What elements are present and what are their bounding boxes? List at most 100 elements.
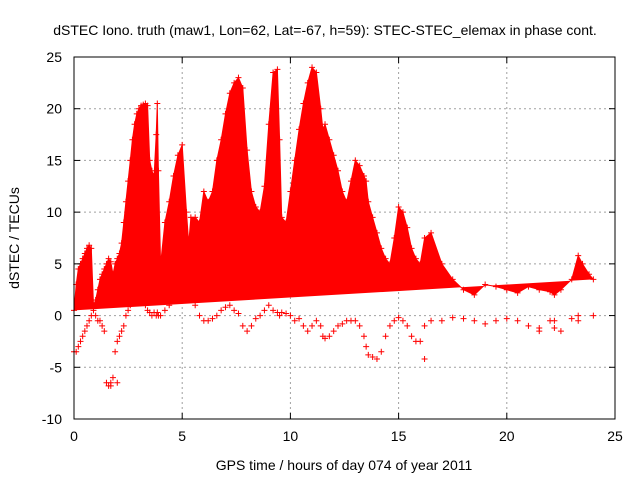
data-point-min [244, 328, 251, 335]
data-point-max [257, 209, 264, 216]
data-point-min [166, 302, 173, 309]
data-point-min [421, 322, 428, 329]
data-point-max [183, 209, 190, 216]
data-point-max [330, 152, 337, 159]
data-point-max [428, 229, 435, 236]
data-point-max [391, 235, 398, 241]
plot-frame [73, 56, 616, 420]
data-point-min [278, 309, 285, 316]
data-point-max [322, 121, 329, 128]
data-point-min [283, 310, 290, 317]
data-point-max [103, 260, 110, 267]
data-point-max [347, 178, 354, 185]
data-point-max [278, 214, 285, 221]
data-point-min [300, 322, 307, 329]
data-point-max [105, 255, 112, 262]
data-point-max [438, 260, 445, 267]
ticks: 0 5 10 15 20 25 -10 -5 0 5 10 15 20 25 [42, 49, 623, 444]
data-point-min [196, 312, 203, 319]
data-point-max [79, 255, 86, 262]
y-tick-label: 25 [46, 49, 62, 65]
data-point-max [248, 188, 255, 195]
data-point-max [90, 302, 97, 309]
data-point-max [109, 271, 116, 278]
data-point-max [133, 110, 140, 117]
data-point-max [378, 245, 385, 252]
data-point-min [79, 333, 86, 340]
data-point-max [300, 100, 307, 107]
data-point-min [471, 317, 478, 324]
data-point-max [185, 240, 192, 247]
data-point-max [101, 266, 108, 273]
y-tick-label: 15 [46, 152, 62, 168]
data-point-max [386, 260, 393, 267]
data-point-max [536, 286, 543, 293]
data-point-max [179, 141, 186, 148]
data-point-max [226, 90, 233, 97]
data-point-min [179, 291, 186, 298]
x-tick-label: 10 [283, 428, 299, 444]
data-point-min [129, 297, 136, 304]
data-point-max [75, 266, 82, 273]
data-point-max [96, 276, 103, 283]
y-tick-label: -5 [50, 359, 63, 375]
data-point-min [114, 338, 121, 345]
data-point-max [586, 271, 593, 278]
data-point-max [261, 183, 268, 190]
data-point-min [118, 328, 125, 335]
data-point-max [404, 224, 411, 231]
data-point-max [276, 136, 283, 143]
data-point-min [322, 335, 329, 342]
data-point-min [428, 317, 435, 324]
data-point-min [408, 333, 415, 340]
data-point-min [291, 317, 298, 324]
data-point-max [200, 188, 207, 195]
data-point-min [231, 307, 238, 314]
y-tick-label: 20 [46, 101, 62, 117]
data-point-min [226, 302, 233, 309]
data-point-max [127, 157, 134, 164]
data-point-min [330, 328, 337, 335]
x-axis-label: GPS time / hours of day 074 of year 2011 [216, 457, 473, 473]
data-point-min [205, 317, 212, 324]
data-layer [71, 64, 597, 389]
data-point-min [438, 317, 445, 324]
data-point-max [92, 297, 99, 304]
y-tick-label: 0 [54, 308, 62, 324]
data-point-max [252, 203, 259, 210]
x-tick-label: 20 [499, 428, 515, 444]
data-point-max [339, 188, 346, 195]
data-point-max [114, 255, 121, 262]
data-point-max [213, 157, 220, 164]
data-point-min [514, 317, 521, 324]
data-point-min [404, 322, 411, 329]
data-point-max [125, 178, 132, 185]
data-point-marked [536, 324, 543, 331]
data-point-max [88, 245, 95, 252]
data-point-max [151, 172, 158, 179]
data-point-max [154, 100, 161, 107]
data-point-min [252, 315, 259, 322]
data-point-max [568, 276, 575, 283]
data-point-max [304, 79, 311, 86]
data-point-min [213, 312, 220, 319]
data-point-max [421, 235, 428, 241]
data-point-max [417, 260, 424, 267]
data-point-max [265, 121, 272, 128]
data-point-min [460, 315, 467, 322]
data-point-min [112, 348, 119, 355]
data-point-min [339, 320, 346, 327]
data-point-min [365, 351, 372, 358]
data-point-max [326, 136, 333, 143]
data-point-max [343, 198, 350, 205]
data-point-max [192, 214, 199, 221]
data-point-min [261, 307, 268, 314]
data-point-min [482, 320, 489, 327]
data-point-min [209, 315, 216, 322]
data-point-max [335, 167, 342, 174]
data-point-min [248, 322, 255, 329]
data-point-max [503, 286, 510, 293]
data-point-max [170, 172, 177, 179]
data-point-max [235, 74, 242, 81]
data-point-max [196, 219, 203, 226]
